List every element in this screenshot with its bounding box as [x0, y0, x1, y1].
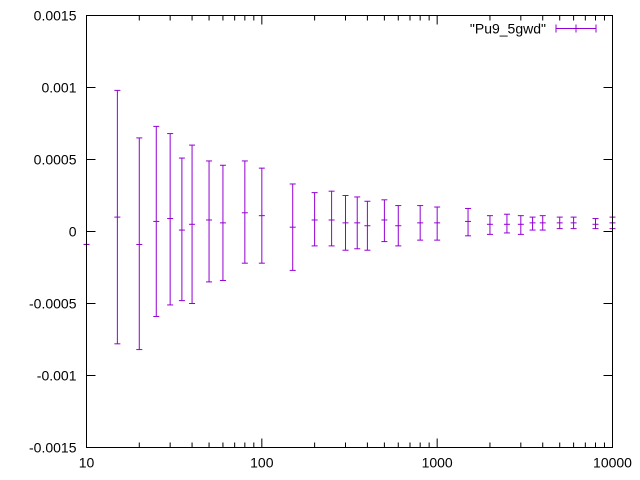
data-point [364, 200, 371, 251]
data-point [342, 195, 349, 251]
x-tick-label: 100 [250, 455, 274, 471]
data-point [136, 137, 143, 351]
y-tick-label: 0.001 [41, 80, 76, 96]
data-point [219, 164, 226, 281]
data-point [503, 213, 510, 234]
data-point [354, 196, 361, 250]
data-point [417, 205, 424, 241]
data-point [189, 144, 196, 304]
plot-frame [86, 15, 613, 448]
x-tick-label: 10000 [593, 455, 632, 471]
data-point [592, 218, 599, 230]
data-point [114, 89, 121, 345]
data-point [206, 160, 213, 283]
data-point [258, 167, 265, 264]
legend-label: "Pu9_5gwd" [470, 21, 546, 37]
y-tick-label: 0.0015 [34, 8, 77, 24]
data-point [381, 199, 388, 243]
data-point [434, 206, 441, 241]
data-point [153, 125, 160, 317]
data-point [167, 133, 174, 306]
x-tick-label: 1000 [422, 455, 453, 471]
y-tick-label: 0 [69, 224, 77, 240]
data-point [486, 215, 493, 235]
legend: "Pu9_5gwd" [470, 21, 597, 37]
axis-layer: 10 100 1000 10000 0.0015 0.001 0.0005 0 -0.0005 -… [29, 8, 632, 471]
y-tick-label: -0.001 [37, 368, 77, 384]
data-point [539, 215, 546, 231]
data-point [241, 160, 248, 264]
data-point [395, 205, 402, 247]
data-point [529, 216, 536, 231]
data-point [311, 192, 318, 247]
data-point [289, 183, 296, 271]
y-tick-label: -0.0015 [29, 440, 77, 456]
series-layer [83, 89, 616, 351]
data-point [465, 207, 472, 237]
y-tick-label: -0.0005 [29, 296, 77, 312]
data-point [328, 190, 335, 247]
data-point [517, 215, 524, 235]
x-tick-label: 10 [79, 455, 95, 471]
data-point [556, 216, 563, 230]
data-point [570, 216, 577, 230]
y-tick-label: 0.0005 [34, 152, 77, 168]
data-point [178, 157, 185, 302]
